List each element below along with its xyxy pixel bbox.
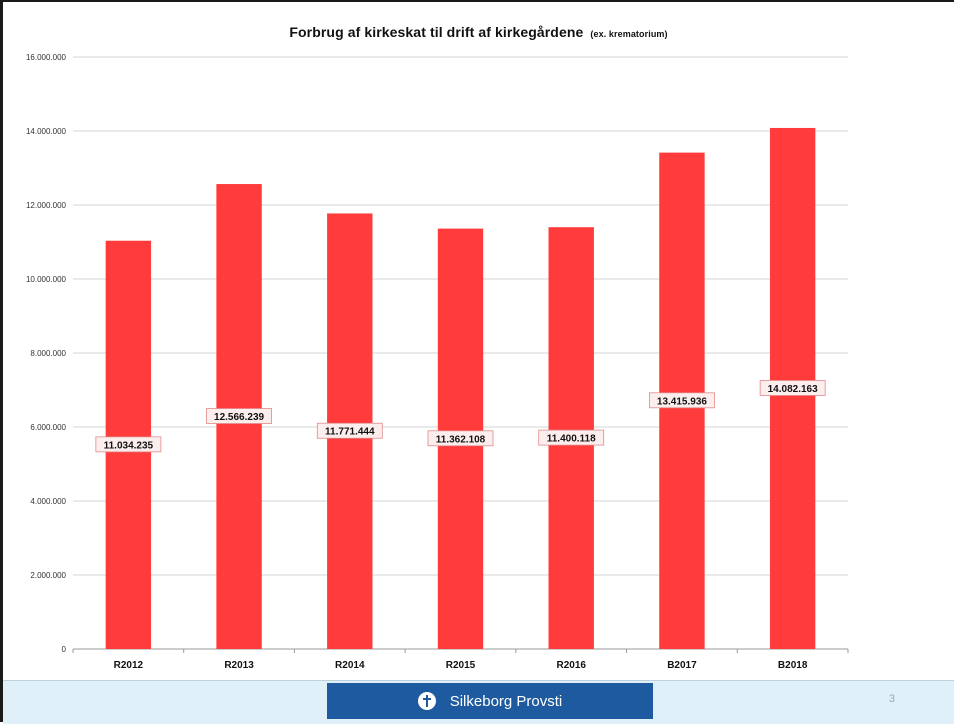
x-tick-label: R2012 <box>114 660 144 671</box>
y-tick-label: 2.000.000 <box>30 571 66 580</box>
y-tick-label: 12.000.000 <box>26 201 67 210</box>
data-label: 11.771.444 <box>325 427 375 438</box>
data-label-box <box>649 392 715 409</box>
data-label-box <box>206 408 272 424</box>
brand-banner: Silkeborg Provsti <box>327 683 653 719</box>
bar-chart: 0 2.000.000 4.000.000 6.000.000 8.000.000 10.… <box>26 53 849 671</box>
x-tick-label: B2018 <box>778 660 808 671</box>
data-label: 14.082.163 <box>768 384 818 395</box>
data-label-box <box>316 422 383 439</box>
data-label-box <box>427 430 494 447</box>
data-label: 11.034.235 <box>104 440 154 451</box>
y-tick-label: 8.000.000 <box>30 349 66 358</box>
data-label-box <box>538 429 605 446</box>
x-tick-label: R2015 <box>446 660 476 671</box>
y-tick-label: 0 <box>62 645 67 654</box>
x-tick-label: R2014 <box>335 660 365 671</box>
brand-name: Silkeborg Provsti <box>449 692 563 710</box>
chart-subtitle: (ex. krematorium) <box>590 29 668 39</box>
data-label: 12.566.239 <box>214 412 264 423</box>
data-label-box <box>759 380 826 396</box>
x-tick-label: R2016 <box>556 660 586 671</box>
page-number: 3 <box>888 693 895 705</box>
church-cross-icon <box>417 692 436 710</box>
x-tick-label: R2013 <box>224 660 254 671</box>
x-tick-label: B2017 <box>667 660 697 671</box>
data-label: 13.415.936 <box>657 396 707 407</box>
y-tick-label: 16.000.000 <box>26 53 67 62</box>
y-tick-label: 6.000.000 <box>30 423 66 432</box>
y-tick-label: 10.000.000 <box>26 275 67 284</box>
y-tick-label: 14.000.000 <box>26 127 67 136</box>
data-label: 11.362.108 <box>436 434 486 445</box>
chart-title-main: Forbrug af kirkeskat til drift af kirkeg… <box>289 24 584 40</box>
chart-title: Forbrug af kirkeskat til drift af kirkeg… <box>3 24 954 40</box>
data-label: 11.400.118 <box>547 434 596 445</box>
y-tick-label: 4.000.000 <box>30 497 66 506</box>
footer-bar: Silkeborg Provsti 3 <box>3 680 954 724</box>
data-label-box <box>95 436 162 453</box>
